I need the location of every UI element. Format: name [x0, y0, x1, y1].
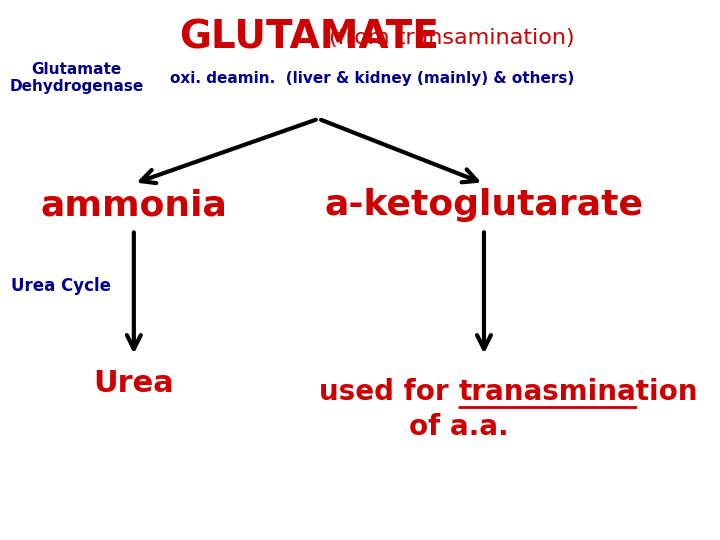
Text: oxi. deamin.  (liver & kidney (mainly) & others): oxi. deamin. (liver & kidney (mainly) & … [171, 71, 575, 86]
Text: GLUTAMATE: GLUTAMATE [179, 19, 439, 57]
Text: Urea Cycle: Urea Cycle [11, 277, 111, 295]
Text: Urea: Urea [94, 369, 174, 398]
Text: (from transamination): (from transamination) [329, 28, 575, 48]
Text: tranasmination: tranasmination [459, 377, 698, 406]
Text: Glutamate
Dehydrogenase: Glutamate Dehydrogenase [9, 62, 144, 94]
Text: ammonia: ammonia [40, 188, 228, 222]
Text: used for: used for [319, 377, 459, 406]
Text: a-ketoglutarate: a-ketoglutarate [325, 188, 644, 222]
Text: of a.a.: of a.a. [409, 413, 508, 441]
